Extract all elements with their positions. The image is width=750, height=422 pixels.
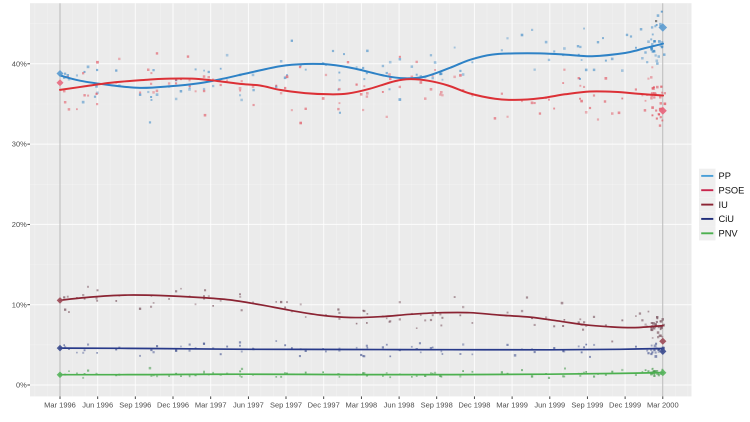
svg-text:0%: 0% [16, 381, 27, 390]
svg-text:40%: 40% [12, 59, 27, 68]
svg-text:Dec 1998: Dec 1998 [458, 400, 490, 409]
svg-text:IU: IU [719, 200, 728, 210]
svg-text:Sep 1997: Sep 1997 [270, 400, 302, 409]
svg-text:PSOE: PSOE [719, 186, 745, 196]
svg-text:Mar 1997: Mar 1997 [195, 400, 227, 409]
svg-text:Sep 1999: Sep 1999 [571, 400, 603, 409]
svg-text:Dec 1997: Dec 1997 [308, 400, 340, 409]
svg-text:Dec 1996: Dec 1996 [157, 400, 189, 409]
svg-text:Dec 1999: Dec 1999 [609, 400, 641, 409]
svg-text:20%: 20% [12, 220, 27, 229]
svg-text:Mar 1996: Mar 1996 [44, 400, 76, 409]
svg-text:Sep 1996: Sep 1996 [119, 400, 151, 409]
svg-text:Jun 1998: Jun 1998 [384, 400, 415, 409]
svg-text:10%: 10% [12, 300, 27, 309]
svg-text:Mar 1998: Mar 1998 [346, 400, 378, 409]
svg-text:Jun 1996: Jun 1996 [82, 400, 113, 409]
svg-text:Jun 1997: Jun 1997 [233, 400, 264, 409]
svg-text:Jun 1999: Jun 1999 [534, 400, 565, 409]
svg-text:Mar 2000: Mar 2000 [647, 400, 679, 409]
svg-text:PNV: PNV [719, 229, 739, 239]
svg-text:Mar 1999: Mar 1999 [496, 400, 528, 409]
svg-text:PP: PP [719, 171, 731, 181]
svg-text:Sep 1998: Sep 1998 [421, 400, 453, 409]
svg-text:30%: 30% [12, 140, 27, 149]
svg-text:CiU: CiU [719, 214, 735, 224]
